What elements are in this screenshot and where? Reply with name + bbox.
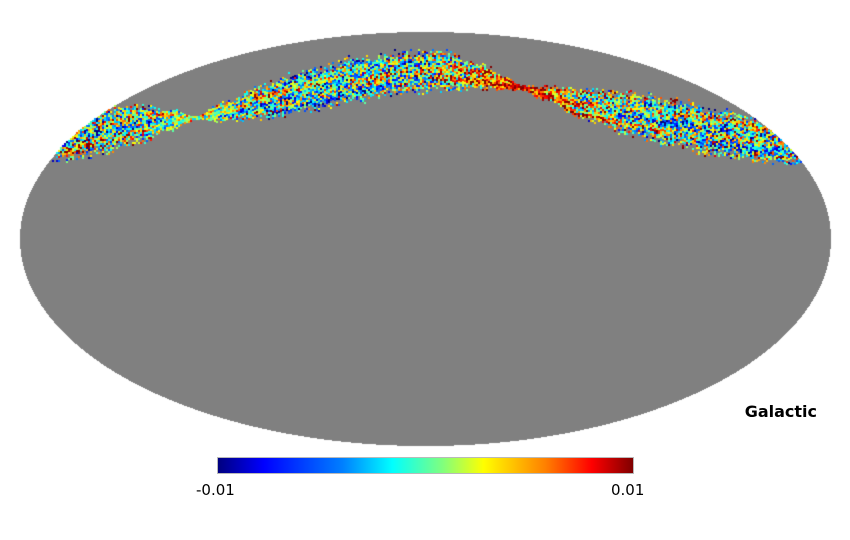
colorbar-max-label: 0.01 — [611, 481, 645, 499]
coordinate-system-label: Galactic — [744, 402, 817, 421]
colorbar[interactable] — [217, 457, 634, 474]
colorbar-gradient — [217, 457, 634, 474]
colorbar-min-label: -0.01 — [196, 481, 235, 499]
